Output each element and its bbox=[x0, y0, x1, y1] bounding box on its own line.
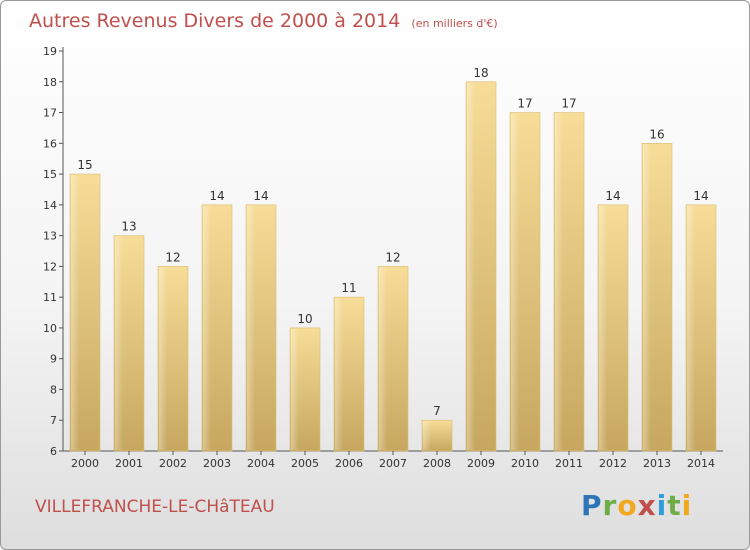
y-tick-label: 8 bbox=[50, 383, 57, 396]
bar-value-label: 7 bbox=[433, 404, 441, 418]
logo-letter: o bbox=[617, 489, 638, 522]
bar-value-label: 15 bbox=[77, 158, 92, 172]
y-tick-label: 19 bbox=[43, 45, 57, 58]
logo-letter: P bbox=[581, 489, 603, 522]
bar-highlight bbox=[643, 144, 651, 451]
x-tick-label: 2009 bbox=[467, 457, 495, 470]
bar-value-label: 14 bbox=[693, 189, 708, 203]
y-tick-label: 14 bbox=[43, 199, 57, 212]
logo-letter: r bbox=[602, 489, 618, 522]
bar-highlight bbox=[335, 298, 343, 450]
x-tick-label: 2002 bbox=[159, 457, 187, 470]
bar-highlight bbox=[555, 113, 563, 451]
bar-highlight bbox=[115, 236, 123, 450]
bar-value-label: 14 bbox=[209, 189, 224, 203]
bar-value-label: 11 bbox=[341, 281, 356, 295]
bar-value-label: 14 bbox=[605, 189, 620, 203]
chart-title: Autres Revenus Divers de 2000 à 2014 bbox=[29, 10, 401, 32]
bar-highlight bbox=[379, 267, 387, 450]
y-tick-label: 18 bbox=[43, 76, 57, 89]
x-tick-label: 2011 bbox=[555, 457, 583, 470]
x-tick-label: 2007 bbox=[379, 457, 407, 470]
bar-highlight bbox=[247, 205, 255, 450]
x-tick-label: 2013 bbox=[643, 457, 671, 470]
bar-highlight bbox=[71, 175, 79, 451]
bar-value-label: 14 bbox=[253, 189, 268, 203]
logo-letter: t bbox=[667, 489, 682, 522]
x-tick-label: 2003 bbox=[203, 457, 231, 470]
bar-value-label: 16 bbox=[649, 127, 664, 141]
y-tick-label: 11 bbox=[43, 291, 57, 304]
x-tick-label: 2005 bbox=[291, 457, 319, 470]
bar-highlight bbox=[291, 328, 299, 450]
y-tick-label: 17 bbox=[43, 107, 57, 120]
bar-highlight bbox=[423, 421, 431, 450]
bar-value-label: 17 bbox=[561, 97, 576, 111]
bar-value-label: 18 bbox=[473, 66, 488, 80]
x-tick-label: 2000 bbox=[71, 457, 99, 470]
logo-letter: i bbox=[656, 489, 668, 522]
bar-highlight bbox=[203, 205, 211, 450]
x-tick-label: 2004 bbox=[247, 457, 275, 470]
bar-value-label: 13 bbox=[121, 220, 136, 234]
y-tick-label: 13 bbox=[43, 230, 57, 243]
y-tick-label: 9 bbox=[50, 353, 57, 366]
logo-letter: x bbox=[637, 489, 657, 522]
x-tick-label: 2008 bbox=[423, 457, 451, 470]
bar-highlight bbox=[159, 267, 167, 450]
bar-highlight bbox=[467, 82, 475, 451]
x-tick-label: 2012 bbox=[599, 457, 627, 470]
chart-subtitle: (en milliers d'€) bbox=[411, 17, 498, 30]
bar-value-label: 17 bbox=[517, 97, 532, 111]
logo-letter: i bbox=[681, 489, 693, 522]
bar-value-label: 12 bbox=[385, 250, 400, 264]
bar-value-label: 10 bbox=[297, 312, 312, 326]
y-tick-label: 7 bbox=[50, 414, 57, 427]
bar-highlight bbox=[511, 113, 519, 451]
x-tick-label: 2014 bbox=[687, 457, 715, 470]
commune-name: VILLEFRANCHE-LE-CHâTEAU bbox=[35, 497, 275, 517]
bar-highlight bbox=[599, 205, 607, 450]
x-tick-label: 2001 bbox=[115, 457, 143, 470]
y-tick-label: 6 bbox=[50, 445, 57, 458]
x-tick-label: 2006 bbox=[335, 457, 363, 470]
y-tick-label: 15 bbox=[43, 168, 57, 181]
y-tick-label: 12 bbox=[43, 260, 57, 273]
bar-highlight bbox=[687, 205, 695, 450]
proxiti-logo: Proxiti bbox=[581, 489, 692, 522]
y-tick-label: 10 bbox=[43, 322, 57, 335]
bar-value-label: 12 bbox=[165, 250, 180, 264]
y-tick-label: 16 bbox=[43, 137, 57, 150]
chart-title-block: Autres Revenus Divers de 2000 à 2014 (en… bbox=[29, 10, 498, 32]
x-tick-label: 2010 bbox=[511, 457, 539, 470]
